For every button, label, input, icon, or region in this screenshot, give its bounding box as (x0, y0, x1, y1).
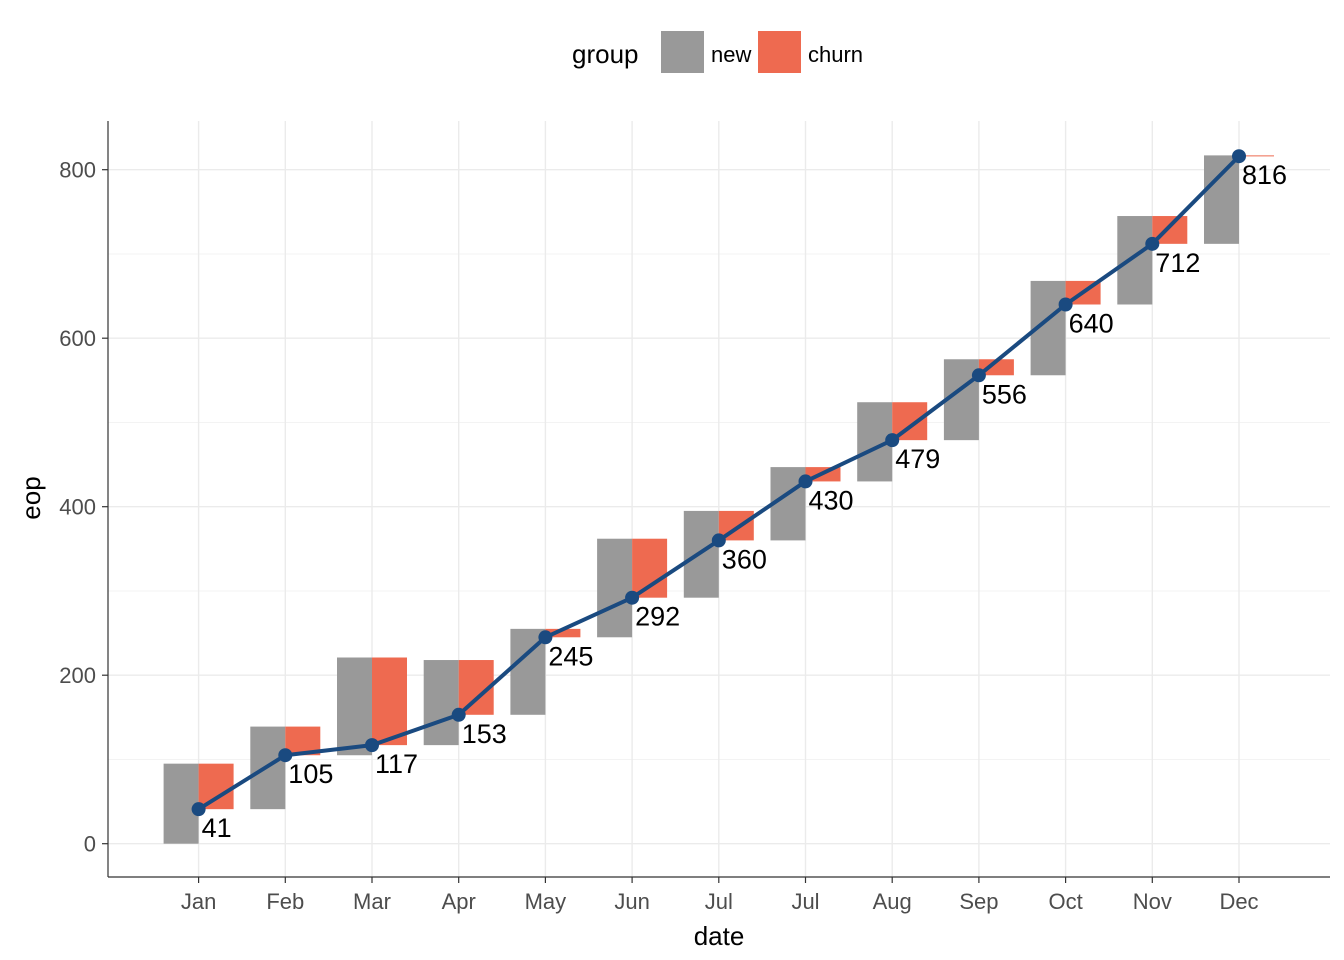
eop-data-label: 292 (635, 602, 680, 632)
y-tick-label: 600 (59, 326, 96, 351)
grid (108, 121, 1330, 877)
x-tick-label: Oct (1048, 889, 1082, 914)
y-tick-label: 800 (59, 158, 96, 183)
eop-data-label: 41 (202, 813, 232, 843)
legend-title: group (572, 39, 639, 69)
bars (163, 155, 1274, 844)
legend: group new churn (572, 31, 863, 73)
x-tick-label: Jul (705, 889, 733, 914)
x-tick-label: Jun (614, 889, 649, 914)
eop-point (798, 474, 813, 489)
eop-point (365, 738, 379, 753)
churn-bar (545, 628, 581, 638)
eop-data-label: 105 (288, 759, 333, 789)
legend-swatch-churn (758, 31, 801, 73)
eop-point (1232, 149, 1246, 164)
eop-data-label: 117 (375, 749, 418, 779)
eop-point (451, 707, 466, 722)
legend-label-churn: churn (808, 42, 863, 67)
x-tick-label: Jul (791, 889, 819, 914)
new-bar (163, 763, 199, 844)
axes: 0 200 400 600 800 Jan Feb Mar Apr May Jun Jul Jul Aug… (59, 121, 1330, 914)
eop-point (625, 590, 640, 605)
eop-data-label: 360 (722, 544, 767, 574)
legend-label-new: new (711, 42, 751, 67)
x-tick-label: Aug (873, 889, 912, 914)
x-axis-title: date (694, 921, 745, 951)
eop-data-label: 712 (1155, 248, 1200, 278)
x-tick-label: Dec (1219, 889, 1258, 914)
churn-bar (198, 763, 234, 810)
eop-data-label: 153 (462, 719, 507, 749)
eop-point (711, 533, 726, 548)
eop-point (538, 630, 553, 645)
eop-data-label: 640 (1069, 309, 1114, 339)
eop-point (191, 802, 206, 817)
eop-data-label: 479 (895, 444, 940, 474)
eop-data-label: 816 (1242, 160, 1287, 190)
eop-point (1145, 236, 1160, 251)
x-tick-label: Apr (442, 889, 476, 914)
y-axis-title: eop (16, 476, 46, 519)
x-tick-label: Feb (266, 889, 304, 914)
eop-labels: 41 105 117 153 245 292 360 430 479 556 640 712 816 (202, 160, 1287, 843)
eop-data-label: 556 (982, 379, 1027, 409)
eop-point (278, 748, 293, 763)
eop-data-label: 430 (809, 485, 854, 515)
y-tick-label: 400 (59, 495, 96, 520)
y-tick-label: 0 (84, 832, 96, 857)
churn-bar (978, 359, 1014, 376)
new-bar (337, 657, 372, 756)
eop-data-label: 245 (548, 641, 593, 671)
eop-point (1058, 297, 1073, 312)
new-bar (1204, 155, 1239, 244)
eop-point (971, 368, 986, 383)
new-bar (423, 660, 459, 746)
x-tick-label: Sep (959, 889, 998, 914)
churn-bar (372, 657, 407, 746)
x-tick-label: Jan (181, 889, 216, 914)
x-tick-label: May (525, 889, 567, 914)
churn-bar (1239, 155, 1274, 157)
x-tick-label: Mar (353, 889, 391, 914)
new-bar (1117, 216, 1153, 305)
new-bar (597, 538, 633, 638)
eop-points (191, 149, 1246, 817)
y-tick-label: 200 (59, 663, 96, 688)
eop-point (885, 433, 900, 448)
churn-bar (632, 538, 668, 598)
legend-swatch-new (661, 31, 704, 73)
x-tick-label: Nov (1133, 889, 1172, 914)
